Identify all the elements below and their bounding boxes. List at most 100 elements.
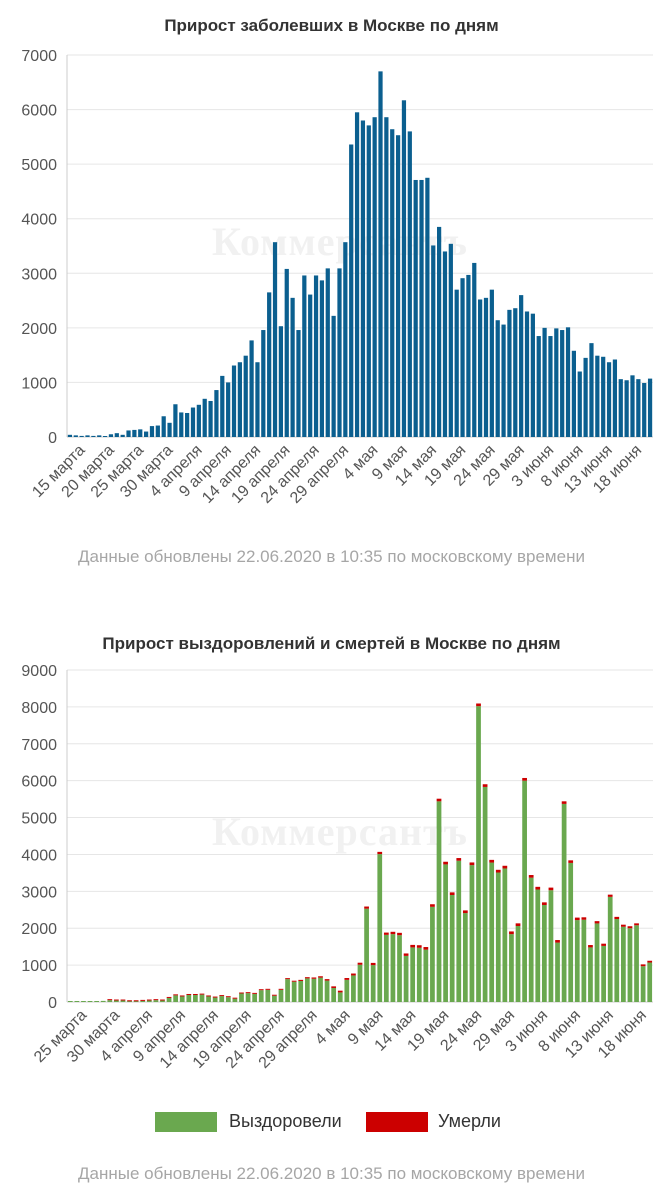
bar — [97, 435, 102, 437]
bar — [601, 945, 606, 1002]
bar-segment-1 — [482, 784, 488, 787]
bar — [607, 896, 613, 1002]
bar — [614, 919, 620, 1002]
bar-segment-1 — [291, 980, 297, 982]
bar-segment-1 — [311, 977, 317, 979]
bar-segment-1 — [449, 892, 455, 896]
bar — [278, 326, 283, 437]
y-tick-label: 0 — [48, 995, 57, 1012]
bar — [226, 382, 231, 437]
bar — [212, 997, 218, 1002]
bar — [554, 328, 559, 437]
bar — [351, 975, 356, 1002]
y-tick-label: 1000 — [21, 958, 57, 975]
bar-segment-1 — [390, 931, 396, 935]
bar — [73, 435, 78, 437]
bar — [535, 889, 541, 1002]
bar — [185, 412, 190, 437]
bar-segment-1 — [212, 996, 218, 998]
recoveries-deaths-plot: 010002000300040005000600070008000900025 … — [21, 663, 653, 1072]
bar — [337, 992, 343, 1002]
update-note: Данные обновлены 22.06.2020 в 10:35 по м… — [78, 1164, 585, 1183]
bar — [413, 179, 418, 437]
bar — [349, 144, 354, 438]
bar — [489, 289, 494, 437]
bar-segment-1 — [245, 992, 251, 994]
bar — [249, 340, 254, 437]
bar — [272, 995, 277, 1002]
bar-segment-1 — [515, 923, 521, 927]
bar-segment-1 — [436, 798, 442, 802]
bar — [509, 934, 514, 1002]
bar-segment-1 — [403, 953, 409, 956]
bar — [179, 412, 184, 437]
bar — [161, 416, 166, 437]
bar — [196, 404, 201, 437]
bar — [186, 994, 192, 1002]
bar — [542, 327, 547, 437]
y-tick-label: 7000 — [21, 48, 57, 65]
bar — [583, 357, 588, 437]
bar-segment-1 — [495, 869, 501, 873]
bar — [589, 343, 594, 437]
bar — [291, 981, 297, 1002]
bar — [416, 947, 422, 1002]
legend-item-recovered[interactable]: Выздоровели — [155, 1110, 355, 1134]
bar — [594, 923, 600, 1002]
bar — [370, 965, 376, 1002]
legend-swatch-deaths — [366, 1112, 428, 1132]
bar — [378, 71, 383, 437]
legend-label-deaths: Умерли — [438, 1111, 501, 1131]
bar-segment-1 — [324, 979, 330, 981]
bar — [495, 320, 500, 437]
bar-segment-1 — [344, 978, 350, 980]
bar — [232, 998, 238, 1002]
bar — [624, 380, 629, 437]
bar-segment-1 — [509, 931, 514, 935]
y-tick-label: 1000 — [21, 375, 57, 392]
bar — [155, 425, 160, 437]
bar — [630, 375, 635, 437]
bar — [574, 920, 580, 1002]
bar-segment-1 — [443, 861, 448, 865]
bar — [79, 435, 84, 437]
bar — [114, 1000, 119, 1002]
bar — [407, 131, 412, 437]
bar-segment-1 — [206, 995, 211, 997]
bar — [647, 962, 653, 1002]
y-tick-label: 4000 — [21, 212, 57, 229]
legend-item-deaths[interactable]: Умерли — [366, 1110, 526, 1134]
bar — [337, 268, 342, 437]
bar — [601, 356, 606, 437]
bar — [319, 280, 325, 437]
bar — [87, 1001, 93, 1002]
bar-segment-1 — [594, 921, 600, 924]
bar-segment-1 — [377, 851, 383, 855]
bar — [311, 978, 317, 1002]
bar — [102, 436, 108, 437]
bar-segment-1 — [351, 973, 356, 976]
bar-segment-1 — [331, 986, 337, 988]
bar-segment-1 — [272, 994, 277, 996]
bar — [114, 433, 119, 437]
bar-segment-1 — [232, 997, 238, 999]
bar-segment-1 — [456, 858, 462, 861]
bar-segment-1 — [225, 996, 231, 998]
bar — [132, 429, 137, 437]
bar-segment-1 — [397, 932, 402, 936]
bar — [425, 177, 430, 438]
bar — [166, 997, 172, 1002]
bar — [237, 362, 242, 437]
bar-segment-1 — [621, 924, 626, 927]
bar-segment-1 — [140, 999, 146, 1001]
bar — [403, 955, 409, 1002]
y-tick-label: 3000 — [21, 884, 57, 901]
bar — [372, 117, 377, 437]
bar — [331, 315, 336, 437]
bar — [278, 989, 284, 1002]
bar — [384, 117, 389, 437]
bar-segment-1 — [160, 999, 165, 1001]
bar — [519, 295, 524, 437]
chart-title: Прирост выздоровлений и смертей в Москве… — [102, 634, 561, 653]
bar — [138, 429, 143, 437]
